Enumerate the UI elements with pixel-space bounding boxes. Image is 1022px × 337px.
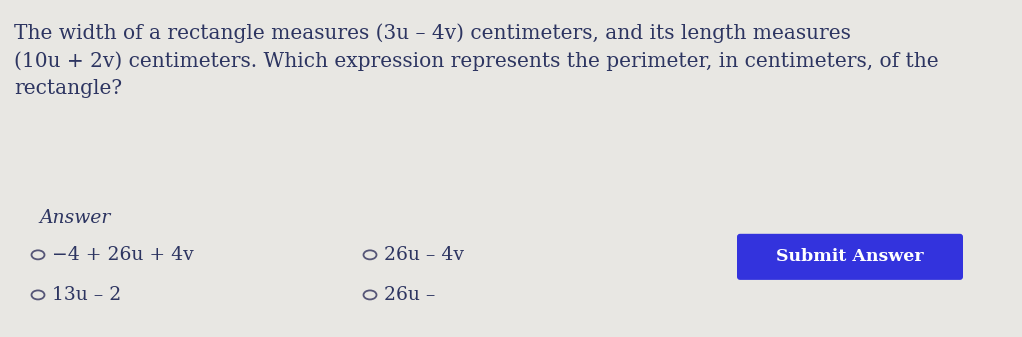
Text: Answer: Answer bbox=[39, 209, 110, 227]
Text: (10u + 2v) centimeters. Which expression represents the perimeter, in centimeter: (10u + 2v) centimeters. Which expression… bbox=[14, 51, 938, 71]
Text: 13u – 2: 13u – 2 bbox=[52, 286, 122, 304]
Text: rectangle?: rectangle? bbox=[14, 79, 122, 98]
Text: The width of a rectangle measures (3u – 4v) centimeters, and its length measures: The width of a rectangle measures (3u – … bbox=[14, 23, 851, 42]
Text: 26u –: 26u – bbox=[384, 286, 435, 304]
Text: 26u – 4v: 26u – 4v bbox=[384, 246, 464, 264]
Text: Submit Answer: Submit Answer bbox=[776, 248, 924, 265]
FancyBboxPatch shape bbox=[737, 234, 963, 280]
Text: −4 + 26u + 4v: −4 + 26u + 4v bbox=[52, 246, 194, 264]
